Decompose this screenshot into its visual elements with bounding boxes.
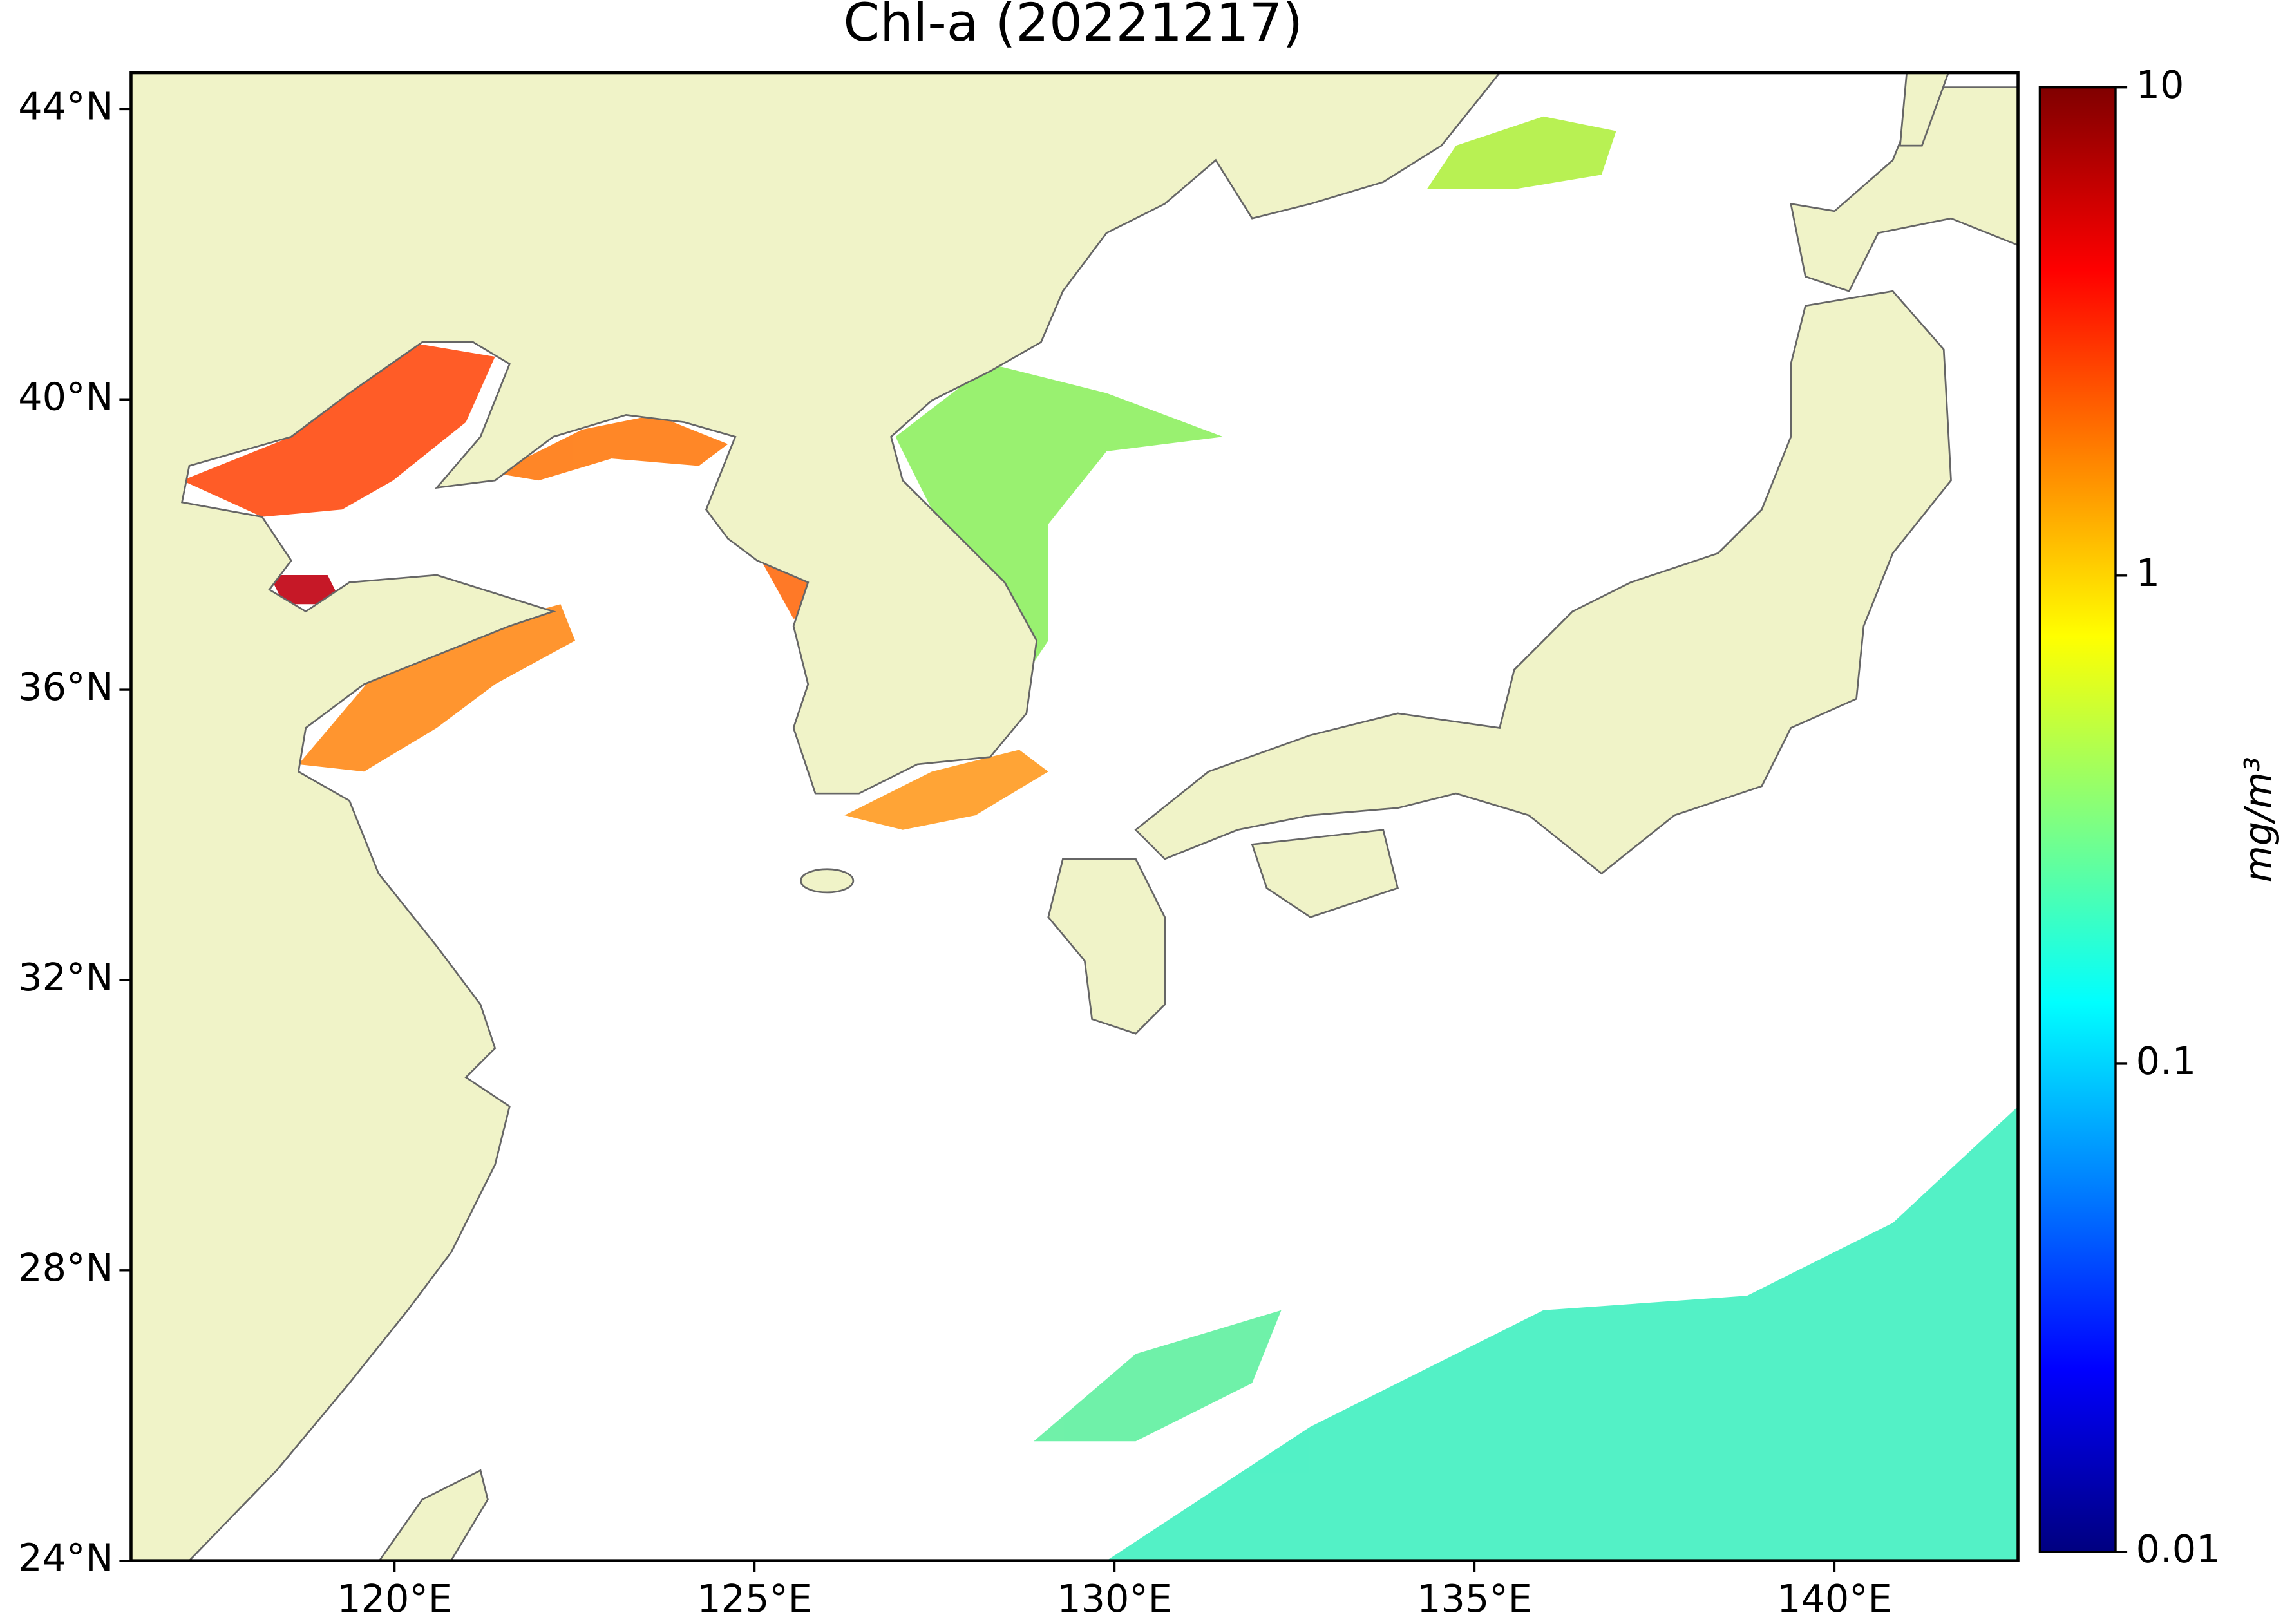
y-tick-label: 32°N <box>18 955 113 999</box>
land-shikoku <box>1251 829 1399 918</box>
chl-patch <box>895 364 1224 685</box>
x-tick-label: 130°E <box>1057 1576 1172 1621</box>
land-kyushu <box>1047 858 1166 1035</box>
x-tick-label: 135°E <box>1417 1576 1532 1621</box>
land-jeju <box>800 868 855 894</box>
chl-patch <box>269 575 343 605</box>
map-area <box>131 73 2018 1561</box>
land-sakhalin <box>1899 73 1949 147</box>
y-tick-label: 24°N <box>18 1536 113 1580</box>
chl-patch <box>298 604 576 772</box>
y-tick-label: 40°N <box>18 374 113 419</box>
chl-patch <box>182 342 495 517</box>
land-hokkaido <box>1790 86 2018 292</box>
land-mainland <box>131 73 1501 1561</box>
colorbar-tick-label: 1 <box>2136 551 2160 595</box>
colorbar-tick-label: 10 <box>2136 62 2184 107</box>
chl-patch <box>844 750 1048 830</box>
y-tick-label: 28°N <box>18 1245 113 1290</box>
plot-frame <box>129 71 2020 1562</box>
x-tick-label: 140°E <box>1777 1576 1892 1621</box>
chl-patch <box>1426 116 1616 189</box>
land-honshu <box>1134 290 1952 875</box>
colorbar-tick-label: 0.1 <box>2136 1039 2196 1083</box>
chl-patch <box>495 415 728 481</box>
chart-title: Chl-a (20221217) <box>843 0 1303 53</box>
colorbar-tick-label: 0.01 <box>2136 1527 2221 1571</box>
colorbar-label: mg/m³ <box>2236 757 2280 882</box>
chl-patches <box>182 116 2018 1561</box>
y-tick-label: 36°N <box>18 665 113 709</box>
x-tick-label: 120°E <box>337 1576 452 1621</box>
y-tick-label: 44°N <box>18 84 113 129</box>
x-tick-label: 125°E <box>697 1576 812 1621</box>
chl-patch <box>1034 1310 1282 1442</box>
colorbar <box>2038 86 2117 1553</box>
chl-patch <box>1106 1106 2018 1561</box>
